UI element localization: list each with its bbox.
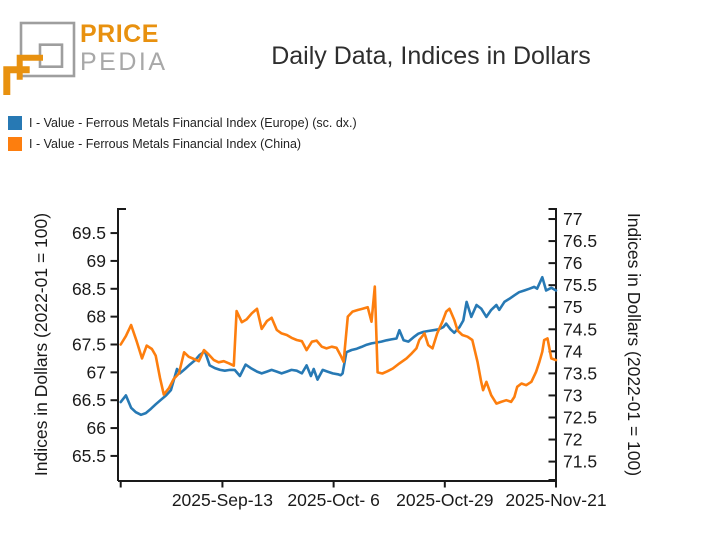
right-axis-tick-label: 75 [563, 297, 582, 317]
series-line-europe [119, 275, 558, 417]
right-axis-tick-label: 72.5 [563, 407, 597, 427]
left-axis-title: Indices in Dollars (2022-01 = 100) [31, 213, 51, 476]
chart-legend: I - Value - Ferrous Metals Financial Ind… [8, 112, 357, 154]
right-axis-tick-label: 77 [563, 209, 582, 229]
logo-orange-bracket-icon [3, 66, 30, 95]
right-axis-tick-label: 74.5 [563, 319, 597, 339]
left-axis-tick-label: 67 [87, 362, 106, 382]
right-axis-tick-label: 71.5 [563, 452, 597, 472]
right-axis-tick-label: 76 [563, 253, 582, 273]
left-axis-tick-label: 66.5 [72, 390, 106, 410]
x-axis-tick-label: 2025-Nov-21 [505, 490, 606, 510]
left-axis-tick-label: 69.5 [72, 223, 106, 243]
left-axis-tick-label: 68.5 [72, 279, 106, 299]
legend-label-europe: I - Value - Ferrous Metals Financial Ind… [29, 115, 357, 130]
brand-text: PRICE PEDIA [80, 22, 168, 75]
left-axis-tick-label: 65.5 [72, 446, 106, 466]
x-axis-tick-label: 2025-Oct- 6 [287, 490, 379, 510]
legend-item-europe: I - Value - Ferrous Metals Financial Ind… [8, 112, 357, 133]
brand-name-price: PRICE [80, 20, 159, 48]
left-axis-tick-label: 67.5 [72, 335, 106, 355]
right-axis-tick-label: 72 [563, 430, 582, 450]
left-axis-tick-label: 69 [87, 251, 106, 271]
right-axis-tick-label: 74 [563, 341, 583, 361]
right-axis-tick-label: 76.5 [563, 231, 597, 251]
right-axis-tick-label: 75.5 [563, 275, 597, 295]
x-axis-tick-label: 2025-Sep-13 [172, 490, 273, 510]
series-line-china [119, 285, 558, 405]
right-axis-tick-label: 73.5 [563, 363, 597, 383]
logo-outer-square-icon [19, 21, 76, 78]
legend-swatch-europe-icon [8, 115, 22, 130]
left-axis-tick-label: 66 [87, 418, 106, 438]
pricepedia-logo: PRICE PEDIA [0, 0, 180, 105]
pricepedia-logo-icon [3, 21, 76, 95]
left-axis-tick-label: 68 [87, 307, 106, 327]
x-axis-tick-label: 2025-Oct-29 [396, 490, 493, 510]
right-axis-tick-label: 73 [563, 385, 582, 405]
right-axis-title: Indices in Dollars (2022-01 = 100) [624, 213, 644, 476]
legend-item-china: I - Value - Ferrous Metals Financial Ind… [8, 133, 357, 154]
legend-swatch-china-icon [8, 136, 22, 151]
page-title: Daily Data, Indices in Dollars [271, 42, 591, 70]
legend-label-china: I - Value - Ferrous Metals Financial Ind… [29, 136, 302, 151]
brand-name-pedia: PEDIA [80, 48, 168, 76]
